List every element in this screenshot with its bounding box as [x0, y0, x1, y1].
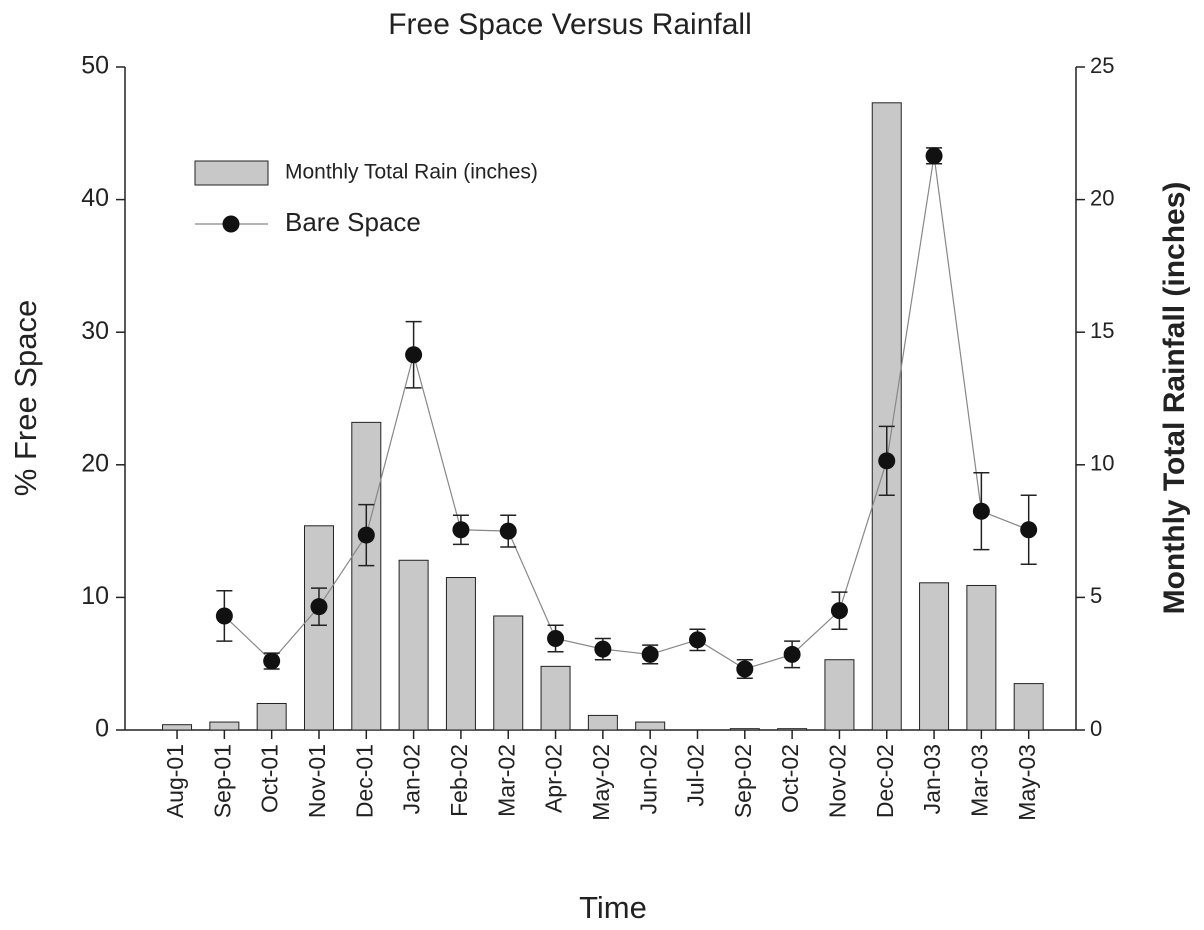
point — [452, 521, 470, 539]
x-tick-label: Sep-01 — [209, 744, 235, 818]
x-tick-label: Feb-02 — [446, 744, 472, 817]
y2-tick-label: 20 — [1090, 185, 1114, 210]
bar — [256, 702, 287, 731]
y2-tick-label: 10 — [1090, 451, 1114, 476]
bar — [351, 421, 382, 731]
point — [310, 598, 328, 616]
x-tick-label: Jan-03 — [919, 744, 945, 814]
bar — [635, 721, 666, 731]
x-tick-label: Mar-03 — [966, 744, 992, 817]
x-tick-label: Oct-02 — [777, 744, 803, 813]
line — [223, 155, 1029, 670]
y2-tick-label: 15 — [1090, 318, 1114, 343]
bar — [493, 615, 524, 731]
y-tick-label: 0 — [95, 715, 109, 743]
x-tick-label: Jul-02 — [683, 744, 709, 807]
x-tick-label: Mar-02 — [493, 744, 519, 817]
point — [357, 526, 375, 544]
x-tick-label: May-02 — [588, 744, 614, 821]
point — [263, 652, 281, 670]
point — [641, 645, 659, 663]
bar — [540, 665, 571, 731]
bar — [1013, 683, 1044, 731]
y2-axis-label: Monthly Total Rainfall (inches) — [1158, 182, 1191, 615]
x-tick-label: May-03 — [1014, 744, 1040, 821]
y2-tick-label: 25 — [1090, 53, 1114, 78]
bar — [919, 582, 950, 731]
point — [405, 346, 423, 364]
bar — [445, 577, 476, 731]
y2-tick-label: 5 — [1090, 583, 1102, 608]
point — [783, 645, 801, 663]
point — [215, 607, 233, 625]
y-axis-label: % Free Space — [8, 300, 43, 496]
point — [547, 630, 565, 648]
x-tick-label: Jun-02 — [635, 744, 661, 814]
y-tick-label: 10 — [81, 582, 109, 610]
point — [878, 452, 896, 470]
x-tick-label: Dec-02 — [872, 744, 898, 818]
bar — [398, 559, 429, 731]
x-tick-label: Nov-01 — [304, 744, 330, 818]
x-tick-label: Jan-02 — [399, 744, 425, 814]
y-tick-label: 40 — [81, 184, 109, 212]
bar — [209, 721, 240, 731]
bar — [303, 525, 334, 731]
legend-swatch — [194, 160, 269, 186]
legend-swatch — [222, 215, 240, 233]
point — [830, 602, 848, 620]
x-tick-label: Nov-02 — [825, 744, 851, 818]
y-tick-label: 20 — [81, 449, 109, 477]
point — [925, 147, 943, 165]
x-axis-label: Time — [579, 890, 647, 925]
x-tick-label: Dec-01 — [351, 744, 377, 818]
bar — [871, 102, 902, 731]
x-tick-label: Apr-02 — [541, 744, 567, 813]
x-tick-label: Oct-01 — [257, 744, 283, 813]
bar — [729, 728, 760, 731]
point — [594, 640, 612, 658]
bar — [162, 724, 193, 731]
bar — [777, 728, 808, 731]
bar — [966, 584, 997, 731]
chart-title: Free Space Versus Rainfall — [388, 8, 752, 41]
y-tick-label: 50 — [81, 52, 109, 80]
y2-tick-label: 0 — [1090, 716, 1102, 741]
legend-label: Bare Space — [285, 207, 421, 237]
y-tick-label: 30 — [81, 317, 109, 345]
bar — [824, 659, 855, 731]
point — [688, 631, 706, 649]
legend-label: Monthly Total Rain (inches) — [285, 161, 538, 184]
point — [499, 522, 517, 540]
point — [736, 660, 754, 678]
x-tick-label: Sep-02 — [730, 744, 756, 818]
point — [972, 502, 990, 520]
x-tick-label: Aug-01 — [162, 744, 188, 818]
bar — [587, 714, 618, 731]
point — [1020, 521, 1038, 539]
